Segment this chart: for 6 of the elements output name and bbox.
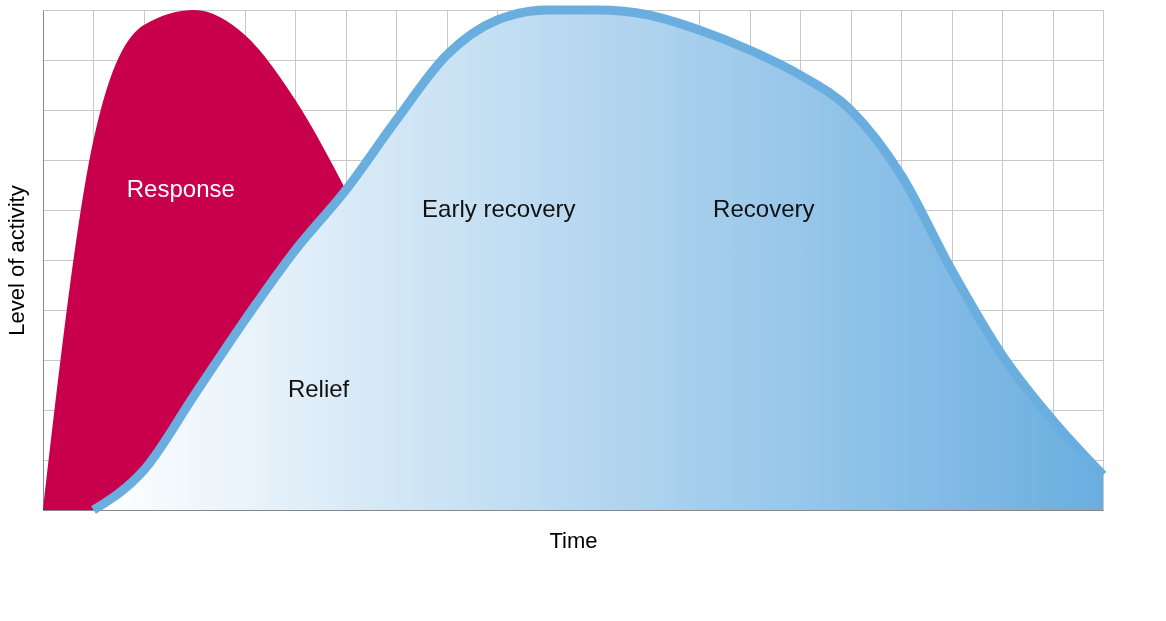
series-label: Response bbox=[126, 175, 235, 202]
annotation: Relief bbox=[287, 375, 350, 402]
x-axis-title: Time bbox=[549, 527, 598, 553]
annotation: Early recovery bbox=[422, 195, 576, 222]
annotation: Recovery bbox=[713, 195, 815, 222]
y-axis-title: Level of activity bbox=[3, 185, 29, 336]
